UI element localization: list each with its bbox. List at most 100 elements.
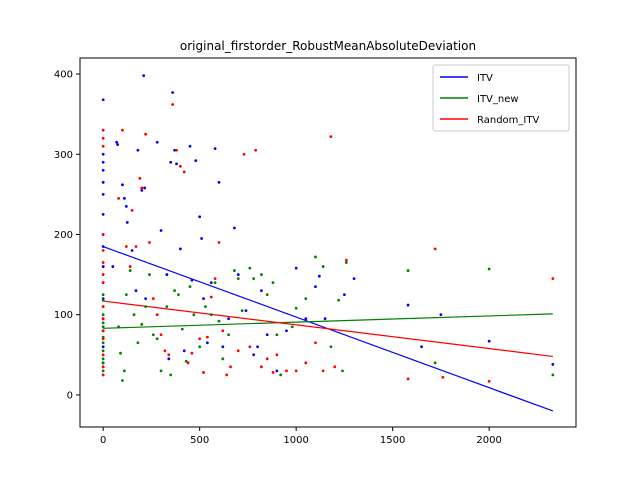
data-point — [169, 373, 173, 377]
data-point — [304, 297, 308, 301]
data-point — [406, 377, 410, 381]
data-point — [148, 241, 151, 244]
data-point — [265, 293, 269, 297]
data-point — [337, 298, 341, 302]
data-point — [101, 325, 105, 329]
data-point — [101, 192, 105, 196]
data-point — [142, 74, 146, 78]
data-point — [140, 186, 144, 190]
data-point — [184, 359, 188, 363]
data-point — [275, 333, 279, 337]
data-point — [341, 369, 344, 373]
data-point — [229, 365, 232, 369]
data-point — [101, 180, 105, 184]
data-point — [314, 285, 317, 289]
data-point — [321, 265, 325, 268]
data-point — [279, 373, 283, 377]
data-point — [265, 333, 269, 337]
data-point — [101, 321, 105, 325]
data-point — [180, 327, 184, 331]
data-point — [188, 285, 192, 289]
data-point — [236, 277, 240, 280]
data-point — [352, 277, 356, 280]
data-point — [244, 309, 248, 313]
data-point — [202, 371, 205, 374]
data-point — [275, 353, 279, 357]
data-point — [178, 247, 182, 251]
data-point — [101, 245, 105, 248]
data-point — [188, 144, 192, 148]
data-point — [213, 281, 217, 285]
data-point — [186, 361, 190, 365]
x-tick-label: 1000 — [283, 435, 308, 446]
data-point — [192, 313, 196, 317]
data-point — [136, 148, 140, 152]
data-point — [198, 345, 202, 349]
data-point — [190, 278, 194, 282]
data-point — [143, 186, 147, 190]
y-axis: 0 100 200 300 400 — [54, 70, 80, 401]
x-tick-label: 2000 — [476, 435, 501, 446]
data-point — [252, 277, 256, 280]
data-point — [420, 345, 424, 349]
data-point — [148, 273, 151, 276]
data-point — [205, 341, 209, 345]
data-point — [227, 333, 231, 337]
data-point — [101, 337, 105, 341]
legend-label: Random_ITV — [477, 115, 539, 126]
data-point — [344, 258, 348, 262]
data-point — [294, 306, 298, 310]
data-point — [256, 345, 259, 349]
data-point — [290, 325, 294, 329]
data-point — [209, 281, 213, 285]
x-tick-label: 500 — [190, 435, 209, 446]
legend: ITV ITV_new Random_ITV — [432, 64, 570, 132]
data-point — [204, 305, 207, 309]
data-point — [101, 373, 105, 377]
series-random-itv — [101, 103, 555, 383]
data-point — [209, 295, 213, 299]
data-point — [128, 269, 132, 272]
data-point — [159, 333, 163, 337]
data-point — [439, 313, 443, 317]
data-point — [101, 357, 105, 361]
data-point — [115, 140, 119, 144]
data-point — [159, 229, 163, 232]
data-point — [101, 369, 105, 373]
data-point — [122, 196, 126, 200]
data-point — [171, 91, 175, 94]
data-point — [406, 269, 410, 272]
data-point — [144, 305, 148, 309]
data-point — [343, 293, 346, 297]
data-point — [173, 289, 176, 293]
data-points — [101, 74, 555, 383]
data-point — [271, 371, 275, 374]
data-point — [236, 273, 240, 276]
data-point — [101, 261, 105, 264]
data-point — [155, 337, 159, 341]
data-point — [248, 345, 252, 349]
data-point — [321, 369, 325, 373]
data-point — [101, 249, 105, 252]
data-point — [487, 339, 491, 343]
data-point — [136, 341, 140, 345]
data-point — [227, 317, 231, 321]
data-point — [314, 341, 317, 345]
data-point — [254, 148, 258, 152]
data-point — [344, 261, 348, 264]
data-point — [190, 351, 194, 355]
data-point — [121, 183, 124, 187]
data-point — [124, 293, 128, 297]
data-point — [194, 159, 198, 163]
x-axis: 0 500 1000 1500 2000 — [100, 427, 502, 446]
data-point — [171, 103, 175, 106]
data-point — [433, 247, 437, 251]
data-point — [144, 132, 148, 136]
data-point — [101, 213, 105, 216]
data-point — [285, 329, 288, 333]
data-point — [151, 297, 155, 301]
series-itv-new — [101, 255, 555, 382]
data-point — [217, 241, 221, 244]
data-point — [285, 369, 288, 373]
